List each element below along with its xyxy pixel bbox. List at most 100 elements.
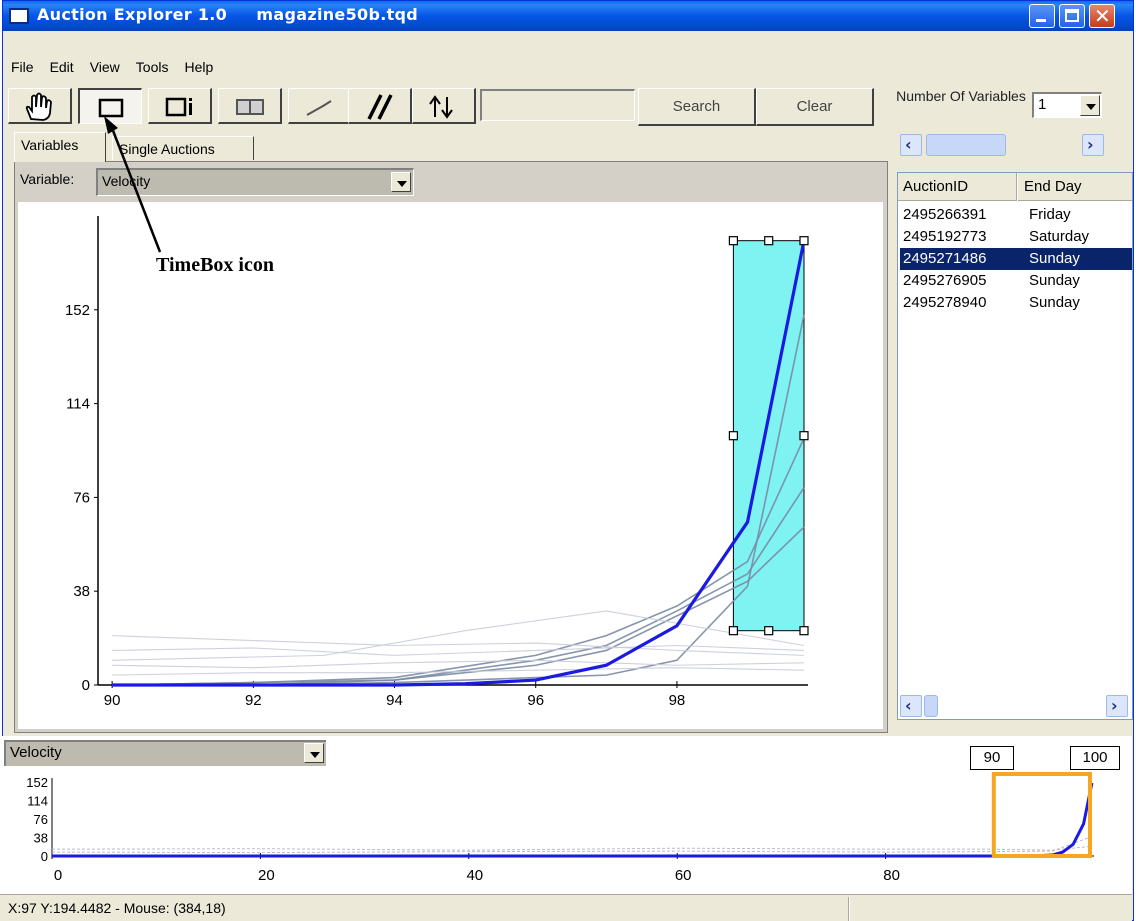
close-button[interactable]: ✕ [1089, 4, 1115, 28]
tab-variables[interactable]: Variables [14, 132, 106, 162]
list-item[interactable]: 2495266391 Friday [900, 204, 1132, 226]
angular-query-icon [306, 100, 332, 116]
end-day: Saturday [1029, 228, 1090, 245]
overview-context-line [51, 836, 1093, 854]
menu-tools[interactable]: Tools [135, 59, 169, 75]
overview-x-tick-label: 40 [466, 867, 483, 884]
column-header-auctionid[interactable]: AuctionID [903, 178, 969, 195]
minimize-button[interactable] [1029, 4, 1055, 28]
tab-single-auctions[interactable]: Single Auctions [112, 136, 254, 160]
app-icon [9, 8, 29, 24]
chevron-right-icon: › [1087, 135, 1094, 154]
title-bar[interactable]: Auction Explorer 1.0 magazine50b.tqd ✕ [3, 1, 1133, 31]
menu-help[interactable]: Help [184, 59, 214, 75]
list-item-selected[interactable]: 2495271486 Sunday [900, 248, 1132, 270]
y-tick-label: 114 [66, 396, 90, 413]
number-of-variables-label: Number Of Variables [896, 88, 1026, 104]
x-tick-label: 96 [527, 692, 544, 709]
clear-button[interactable]: Clear [756, 88, 874, 126]
overview-highlighted-line [52, 782, 1094, 858]
menu-view[interactable]: View [89, 59, 120, 75]
variable-select[interactable]: Velocity [96, 168, 414, 196]
y-tick-label: 0 [82, 677, 90, 694]
parallel-lines-button[interactable] [348, 88, 412, 124]
range-start-box[interactable]: 90 [970, 746, 1014, 770]
status-divider [848, 897, 850, 921]
auction-id: 2495278940 [903, 294, 987, 311]
number-of-variables-value: 1 [1038, 96, 1047, 113]
timebox-info-button[interactable] [148, 88, 212, 124]
scroll-left-button[interactable]: ‹ [900, 695, 922, 717]
timebox-icon [98, 98, 124, 118]
angular-query-button[interactable] [288, 88, 352, 124]
updown-arrows-button[interactable] [412, 88, 476, 124]
overview-variable-select[interactable]: Velocity [4, 740, 326, 766]
context-series-line [112, 487, 805, 686]
scroll-thumb[interactable] [924, 695, 938, 717]
scroll-right-button[interactable]: › [1106, 695, 1128, 717]
list-item[interactable]: 2495276905 Sunday [900, 270, 1132, 292]
chevron-down-icon[interactable] [391, 172, 411, 192]
overview-x-tick-label: 80 [883, 867, 900, 884]
menu-bar: File Edit View Tools Help [11, 59, 213, 83]
context-series-line [112, 635, 805, 656]
context-series-line [112, 437, 805, 686]
timebox-button[interactable] [78, 88, 142, 124]
overview-context-line [51, 845, 1092, 851]
overview-selection-box [991, 772, 1092, 858]
status-text: X:97 Y:194.4482 - Mouse: (384,18) [8, 900, 226, 916]
timebox-handle [764, 626, 774, 636]
scroll-left-button[interactable]: ‹ [900, 134, 922, 156]
context-series-line [112, 644, 805, 656]
chevron-left-icon: ‹ [905, 135, 912, 154]
timebox-handle [728, 236, 739, 246]
list-header: AuctionID End Day [898, 173, 1132, 201]
chevron-down-icon[interactable] [1080, 95, 1100, 116]
auction-id: 2495276905 [903, 272, 987, 289]
auction-list[interactable]: AuctionID End Day 2495266391 Friday 2495… [897, 172, 1133, 720]
menu-file[interactable]: File [11, 59, 34, 75]
hand-pan-icon [25, 92, 52, 121]
variable-timebox-icon [236, 99, 264, 115]
scroll-right-button[interactable]: › [1082, 134, 1104, 156]
hand-pan-button[interactable] [8, 88, 72, 124]
overview-y-tick-label: 114 [27, 794, 48, 809]
overview-variable-value: Velocity [10, 744, 62, 761]
main-chart-svg[interactable]: 0 38 76 114 152 90 92 94 96 98 [18, 202, 883, 729]
timebox-handle [728, 431, 739, 441]
list-item[interactable]: 2495278940 Sunday [900, 292, 1132, 314]
updown-arrows-icon [429, 95, 453, 119]
auction-id: 2495266391 [903, 206, 987, 223]
overview-y-tick-label: 76 [34, 812, 48, 827]
chevron-down-icon[interactable] [304, 743, 324, 763]
end-day: Friday [1029, 206, 1071, 223]
main-chart[interactable]: 0 38 76 114 152 90 92 94 96 98 [18, 202, 883, 729]
overview-chart[interactable]: 0 38 76 114 152 0 20 40 60 80 [0, 736, 1132, 894]
auction-id: 2495192773 [903, 228, 987, 245]
chevron-left-icon: ‹ [905, 696, 912, 715]
parallel-lines-icon [367, 94, 393, 120]
overview-y-tick-label: 38 [34, 831, 48, 846]
minimize-icon [1036, 19, 1046, 22]
maximize-button[interactable] [1059, 4, 1085, 28]
timebox-handle [799, 236, 809, 246]
column-header-endday[interactable]: End Day [1024, 178, 1082, 195]
timebox-info-icon [165, 97, 192, 117]
status-bar: X:97 Y:194.4482 - Mouse: (384,18) [0, 894, 1132, 921]
end-day: Sunday [1029, 250, 1080, 267]
search-input[interactable] [480, 89, 635, 121]
scroll-thumb[interactable] [926, 134, 1006, 156]
overview-y-tick-label: 0 [41, 849, 48, 864]
overview-x-tick-label: 0 [54, 867, 62, 884]
menu-edit[interactable]: Edit [49, 59, 74, 75]
search-button[interactable]: Search [638, 88, 756, 126]
timebox-annotation: TimeBox icon [156, 254, 274, 276]
number-of-variables-select[interactable]: 1 [1032, 92, 1102, 118]
chevron-right-icon: › [1111, 696, 1118, 715]
variable-select-value: Velocity [102, 173, 151, 189]
column-divider[interactable] [1016, 173, 1018, 201]
range-end-box[interactable]: 100 [1070, 746, 1120, 770]
x-tick-label: 92 [245, 692, 262, 709]
list-item[interactable]: 2495192773 Saturday [900, 226, 1132, 248]
variable-timebox-button[interactable] [218, 88, 282, 124]
